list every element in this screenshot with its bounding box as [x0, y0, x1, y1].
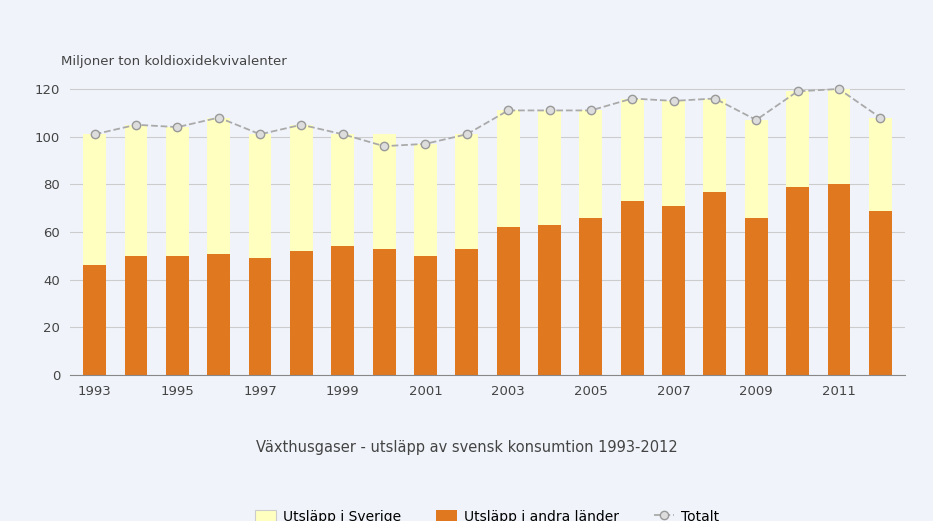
Bar	[662, 101, 685, 206]
Bar	[166, 256, 188, 375]
Bar	[703, 98, 726, 192]
Bar	[455, 249, 479, 375]
Bar	[579, 218, 602, 375]
Bar	[869, 118, 892, 210]
Text: Växthusgaser - utsläpp av svensk konsumtion 1993-2012: Växthusgaser - utsläpp av svensk konsumt…	[256, 440, 677, 455]
Bar	[787, 187, 809, 375]
Bar	[414, 256, 437, 375]
Bar	[869, 210, 892, 375]
Bar	[331, 246, 355, 375]
Bar	[787, 91, 809, 187]
Bar	[249, 134, 272, 258]
Bar	[538, 110, 561, 225]
Bar	[579, 110, 602, 218]
Bar	[166, 127, 188, 256]
Bar	[538, 225, 561, 375]
Bar	[828, 89, 850, 184]
Bar	[496, 227, 520, 375]
Bar	[703, 192, 726, 375]
Bar	[745, 120, 768, 218]
Bar	[620, 201, 644, 375]
Bar	[828, 184, 850, 375]
Legend: Utsläpp i Sverige, Utsläpp i andra länder, Totalt: Utsläpp i Sverige, Utsläpp i andra lände…	[250, 504, 725, 521]
Bar	[662, 206, 685, 375]
Bar	[745, 218, 768, 375]
Text: Miljoner ton koldioxidekvivalenter: Miljoner ton koldioxidekvivalenter	[61, 55, 286, 68]
Bar	[125, 256, 147, 375]
Bar	[290, 251, 313, 375]
Bar	[83, 134, 106, 265]
Bar	[83, 265, 106, 375]
Bar	[331, 134, 355, 246]
Bar	[125, 125, 147, 256]
Bar	[290, 125, 313, 251]
Bar	[620, 98, 644, 201]
Bar	[414, 144, 437, 256]
Bar	[373, 134, 396, 249]
Bar	[373, 249, 396, 375]
Bar	[496, 110, 520, 227]
Bar	[207, 118, 230, 254]
Bar	[249, 258, 272, 375]
Bar	[207, 254, 230, 375]
Bar	[455, 134, 479, 249]
